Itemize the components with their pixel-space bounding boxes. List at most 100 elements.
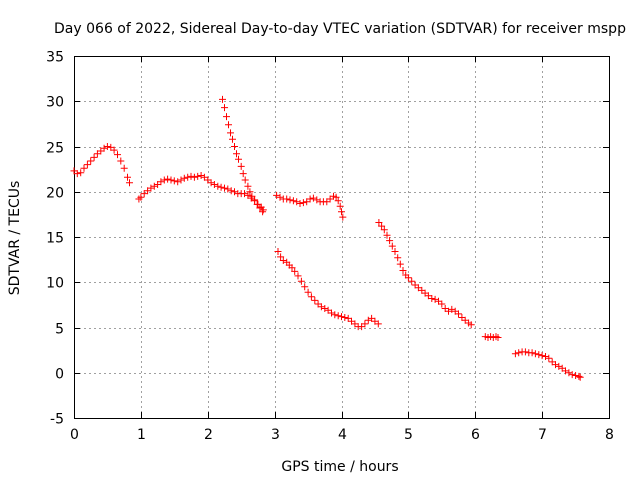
data-point (114, 151, 121, 159)
data-point (338, 208, 345, 216)
data-point (217, 183, 225, 191)
data-point (428, 295, 436, 302)
data-point (207, 179, 215, 187)
data-point (197, 172, 205, 179)
data-point (229, 135, 236, 143)
data-point (225, 121, 232, 129)
data-point (103, 143, 111, 150)
data-point (334, 197, 342, 205)
data-point (80, 164, 88, 172)
data-point (110, 146, 118, 154)
series-arc-8 (511, 348, 584, 381)
data-point (126, 179, 133, 187)
data-point (235, 155, 242, 163)
grid (74, 56, 609, 418)
data-point (304, 288, 312, 296)
data-series (70, 95, 584, 381)
data-point (221, 104, 228, 112)
y-tick-label: 20 (46, 186, 64, 202)
data-point (494, 334, 502, 341)
series-arc-1 (70, 143, 133, 187)
data-point (227, 129, 234, 137)
data-point (576, 373, 584, 381)
data-point (221, 184, 228, 192)
data-point (231, 188, 238, 196)
data-point (515, 349, 523, 357)
data-point (147, 184, 155, 192)
data-point (445, 307, 452, 315)
data-point (332, 193, 340, 201)
data-point (277, 253, 285, 261)
data-point (291, 267, 299, 275)
data-point (361, 320, 369, 328)
data-point (309, 194, 317, 202)
data-point (568, 371, 576, 379)
data-point (286, 196, 294, 204)
data-point (307, 293, 315, 301)
data-point (339, 213, 347, 221)
data-point (467, 321, 475, 329)
data-point (404, 274, 412, 282)
data-point (194, 172, 202, 180)
data-point (364, 316, 372, 324)
data-point (296, 200, 304, 207)
data-point (375, 219, 383, 226)
data-point (167, 176, 175, 184)
data-point (120, 164, 128, 172)
y-tick-label: 5 (55, 322, 64, 338)
data-point (174, 178, 182, 186)
data-point (334, 312, 342, 320)
x-tick-labels: 0 1 2 3 4 5 6 7 8 (70, 427, 614, 443)
data-point (241, 176, 249, 184)
axis-ticks (74, 56, 610, 419)
data-point (237, 162, 245, 170)
data-point (408, 277, 416, 285)
data-point (331, 311, 339, 319)
data-point (338, 313, 345, 321)
data-point (233, 150, 240, 158)
data-point (223, 113, 230, 121)
data-point (256, 204, 264, 212)
x-tick-label: 7 (538, 427, 547, 443)
series-arc-6 (375, 219, 475, 329)
data-point (227, 187, 235, 195)
data-point (399, 267, 407, 274)
data-point (538, 352, 546, 360)
data-point (214, 182, 222, 190)
data-point (521, 348, 529, 356)
data-point (184, 173, 192, 181)
data-point (274, 248, 282, 255)
data-point (224, 185, 232, 193)
data-point (552, 361, 559, 369)
data-point (170, 177, 178, 185)
data-point (306, 195, 314, 203)
y-tick-label: 35 (46, 50, 64, 66)
data-point (246, 188, 254, 196)
data-point (535, 351, 543, 359)
data-point (438, 300, 446, 308)
data-point (83, 161, 91, 169)
data-point (137, 193, 145, 201)
data-point (157, 178, 165, 186)
data-point (239, 170, 247, 178)
y-tick-label: 25 (46, 141, 64, 157)
data-point (160, 176, 168, 184)
series-arc-7 (481, 333, 502, 341)
data-point (293, 198, 301, 206)
data-point (248, 192, 256, 200)
data-point (288, 264, 296, 272)
data-point (294, 272, 302, 280)
y-tick-label: 10 (46, 276, 64, 292)
y-tick-label: 0 (55, 367, 64, 383)
x-tick-label: 3 (271, 427, 280, 443)
data-point (276, 193, 284, 201)
data-point (396, 260, 404, 268)
data-point (279, 257, 287, 264)
data-point (311, 296, 319, 304)
data-point (394, 254, 402, 262)
y-tick-label: 30 (46, 95, 64, 111)
y-tick-label: 15 (46, 231, 64, 247)
data-point (328, 309, 335, 317)
data-point (380, 226, 388, 234)
data-point (77, 169, 85, 177)
